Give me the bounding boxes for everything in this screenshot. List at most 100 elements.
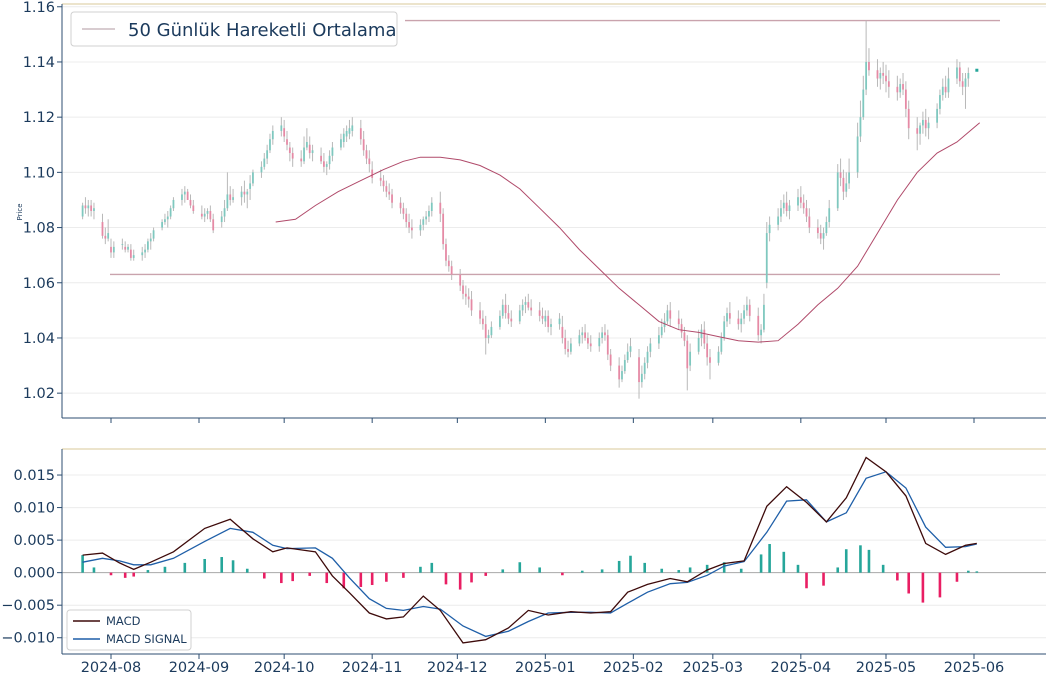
histogram-bar [722,562,726,573]
histogram-bar [600,569,604,573]
macd-y-tick-label: −0.010 [1,631,55,647]
candle-body [161,222,163,228]
candle-body [797,197,799,206]
candle-body [919,125,921,134]
candle-body [521,304,524,311]
candle-body [320,155,322,162]
candle-body [186,191,189,200]
candle-body [944,86,947,93]
candle-body [200,213,203,217]
candle-body [81,205,84,217]
candle-body [487,335,490,338]
candle-body [598,337,601,347]
price-y-tick-label: 1.10 [23,165,55,181]
candle-body [288,147,291,154]
candle-body [728,313,731,319]
candle-body [192,205,195,211]
candle-body [425,216,428,220]
price-y-tick-label: 1.06 [23,276,55,292]
candle-body [763,304,765,330]
candle-body [606,335,609,355]
histogram-bar [81,555,84,573]
candle-body [124,246,127,250]
histogram-bar [975,571,979,573]
candle-body [331,147,334,156]
candle-body [507,313,510,319]
price-gridlines [62,6,1046,394]
candle-body [578,335,581,344]
candle-body [90,205,93,211]
price-y-tick-label: 1.12 [23,110,55,126]
candle-body [859,117,862,137]
candle-body [569,343,572,352]
candle-body [411,227,413,231]
candle-body [249,183,252,189]
histogram-bar [796,564,800,573]
candle-body [271,130,274,140]
candle-body [567,349,569,352]
candle-body [388,191,391,195]
candle-body [144,249,146,253]
candle-body [939,95,941,109]
candle-body [243,191,246,195]
macd-y-tick-label: −0.005 [1,598,55,614]
histogram-bar [203,558,206,573]
candle-body [311,150,314,154]
candle-body [541,315,544,319]
histogram-bar [484,572,488,576]
candle-body [902,84,904,90]
histogram-bar [444,572,448,585]
candle-body [368,158,371,165]
candle-body [121,244,124,245]
candle-body [640,373,643,383]
histogram-bar [705,564,709,573]
candle-body [428,211,430,217]
candle-body [547,315,550,327]
candle-body [470,299,473,311]
candle-body [782,202,785,209]
histogram-bar [739,568,743,573]
histogram-bar [109,572,113,576]
candle-body [564,337,567,349]
candle-body [828,208,831,223]
x-tick-label: 2025-01 [515,660,576,676]
histogram-bar [291,572,294,582]
macd-y-tick-label: 0.010 [13,501,55,517]
price-axes [61,3,1046,419]
x-tick-label: 2025-05 [856,660,917,676]
histogram-bar [561,572,564,576]
candle-body [868,61,870,71]
candle-body [93,208,95,211]
candle-body [765,233,768,283]
x-tick-label: 2025-06 [944,660,1005,676]
candle-body [183,191,186,195]
candle-body [848,172,850,184]
price-y-tick-label: 1.14 [23,55,55,71]
histogram-bar [643,562,646,573]
candle-body [348,128,351,134]
candle-body [709,357,711,363]
candle-body [876,70,879,79]
candle-body [405,213,408,223]
histogram-bar [677,570,681,573]
macd-y-tick-label: 0.000 [13,566,55,582]
histogram-bar [921,572,925,603]
candle-body [706,343,709,358]
candle-body [589,343,592,347]
histogram-bar [183,562,187,573]
candle-body [887,81,890,87]
candle-body [362,139,365,151]
candle-body [501,304,504,316]
candle-body [865,61,868,90]
candle-body [967,73,970,79]
candle-body [371,169,374,178]
candle-body [220,216,223,223]
histogram-bar [617,560,621,573]
candle-body [856,136,859,173]
candle-body [263,158,266,167]
candle-body [723,321,726,338]
legend-ma50-label: 50 Günlük Hareketli Ortalama [128,20,396,41]
candle-body [660,326,663,336]
candle-body [87,205,90,209]
candle-body [209,211,212,220]
